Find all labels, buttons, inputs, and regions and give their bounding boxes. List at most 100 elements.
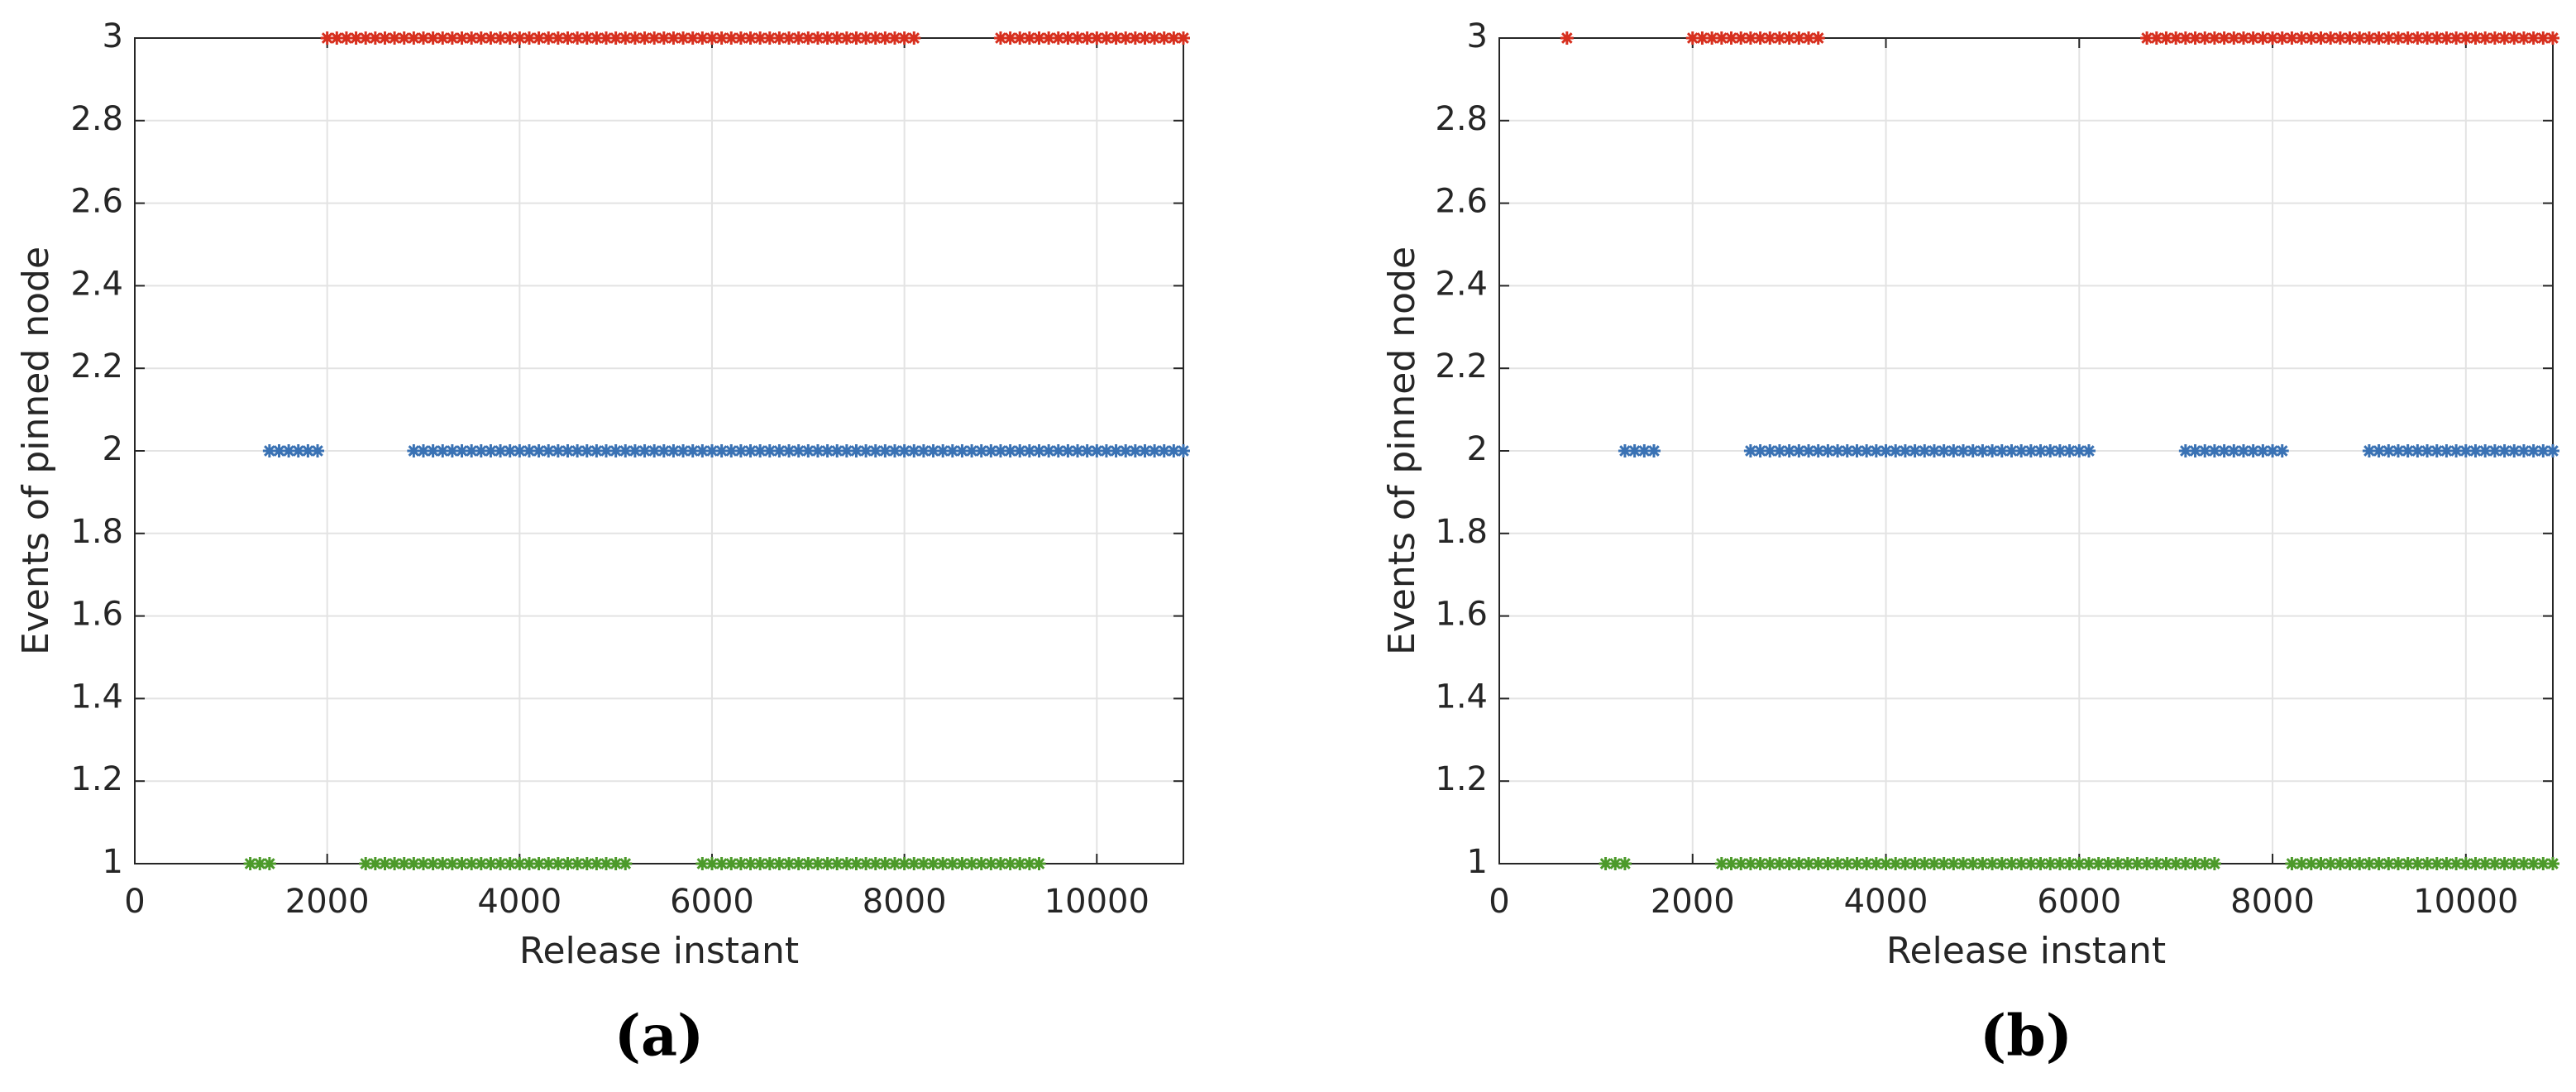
point [494, 31, 508, 45]
point [2275, 444, 2289, 457]
point [416, 857, 430, 870]
point [2246, 444, 2260, 457]
point [2459, 444, 2473, 457]
point [2507, 31, 2521, 45]
point [1743, 444, 1757, 457]
point [349, 31, 363, 45]
point [1976, 857, 1990, 870]
point [897, 857, 911, 870]
point [965, 444, 979, 457]
point [2217, 444, 2231, 457]
point [1908, 444, 1922, 457]
x-tick-label: 2000 [285, 883, 370, 921]
point [955, 857, 969, 870]
point [2546, 444, 2559, 457]
point [1782, 31, 1796, 45]
point [2266, 31, 2280, 45]
point [830, 444, 844, 457]
point [1986, 444, 2000, 457]
point [2478, 857, 2492, 870]
point [2488, 444, 2502, 457]
point [2275, 31, 2289, 45]
point [724, 31, 738, 45]
point [705, 31, 719, 45]
point [878, 31, 892, 45]
point [936, 857, 950, 870]
point [551, 444, 565, 457]
point [2382, 444, 2396, 457]
point [907, 444, 921, 457]
point [907, 857, 921, 870]
point [762, 31, 777, 45]
point [888, 857, 902, 870]
point [2266, 444, 2280, 457]
y-tick-label: 2.6 [70, 183, 123, 221]
point [2043, 857, 2057, 870]
point [359, 31, 373, 45]
point [2130, 857, 2144, 870]
point [1637, 444, 1651, 457]
point [1753, 31, 1767, 45]
point [743, 31, 758, 45]
point [542, 31, 556, 45]
y-tick-label: 2.4 [1435, 265, 1488, 303]
point [1647, 444, 1661, 457]
point [1080, 444, 1094, 457]
point [1714, 857, 1728, 870]
point [1792, 31, 1806, 45]
point [1167, 444, 1181, 457]
point [2536, 444, 2550, 457]
point [1090, 31, 1104, 45]
point [2005, 444, 2019, 457]
x-axis-label: Release instant [519, 930, 799, 972]
point [1802, 31, 1816, 45]
point [810, 857, 824, 870]
x-tick-label: 4000 [1844, 883, 1928, 921]
point [1860, 857, 1874, 870]
point [2314, 31, 2328, 45]
point [1714, 31, 1728, 45]
point [330, 31, 344, 45]
point [2198, 31, 2212, 45]
point [2526, 31, 2540, 45]
point [2382, 31, 2396, 45]
point [2043, 444, 2057, 457]
point [2411, 31, 2425, 45]
y-axis-label: Events of pinned node [1381, 247, 1423, 655]
point [993, 444, 1007, 457]
point [2516, 444, 2531, 457]
point [676, 31, 691, 45]
point [2391, 31, 2405, 45]
point [2024, 444, 2038, 457]
point [253, 857, 267, 870]
point [1695, 31, 1709, 45]
point [1811, 857, 1825, 870]
point [455, 857, 469, 870]
point [1869, 444, 1883, 457]
point [667, 31, 681, 45]
point [2314, 857, 2328, 870]
y-tick-label: 1.4 [70, 678, 123, 716]
point [1042, 444, 1056, 457]
point [762, 857, 777, 870]
point [522, 857, 536, 870]
point [590, 857, 604, 870]
y-tick-label: 2 [103, 430, 123, 468]
x-tick-label: 6000 [2037, 883, 2121, 921]
point [2430, 857, 2444, 870]
point [561, 857, 575, 870]
point [916, 444, 930, 457]
point [503, 444, 517, 457]
point [1119, 444, 1133, 457]
point [1599, 857, 1613, 870]
point [1743, 31, 1757, 45]
point [1013, 444, 1027, 457]
point [474, 31, 488, 45]
x-tick-label: 6000 [670, 883, 754, 921]
point [2526, 857, 2540, 870]
point [628, 31, 642, 45]
point [1850, 444, 1864, 457]
point [262, 444, 276, 457]
point [782, 31, 796, 45]
point [2526, 444, 2540, 457]
